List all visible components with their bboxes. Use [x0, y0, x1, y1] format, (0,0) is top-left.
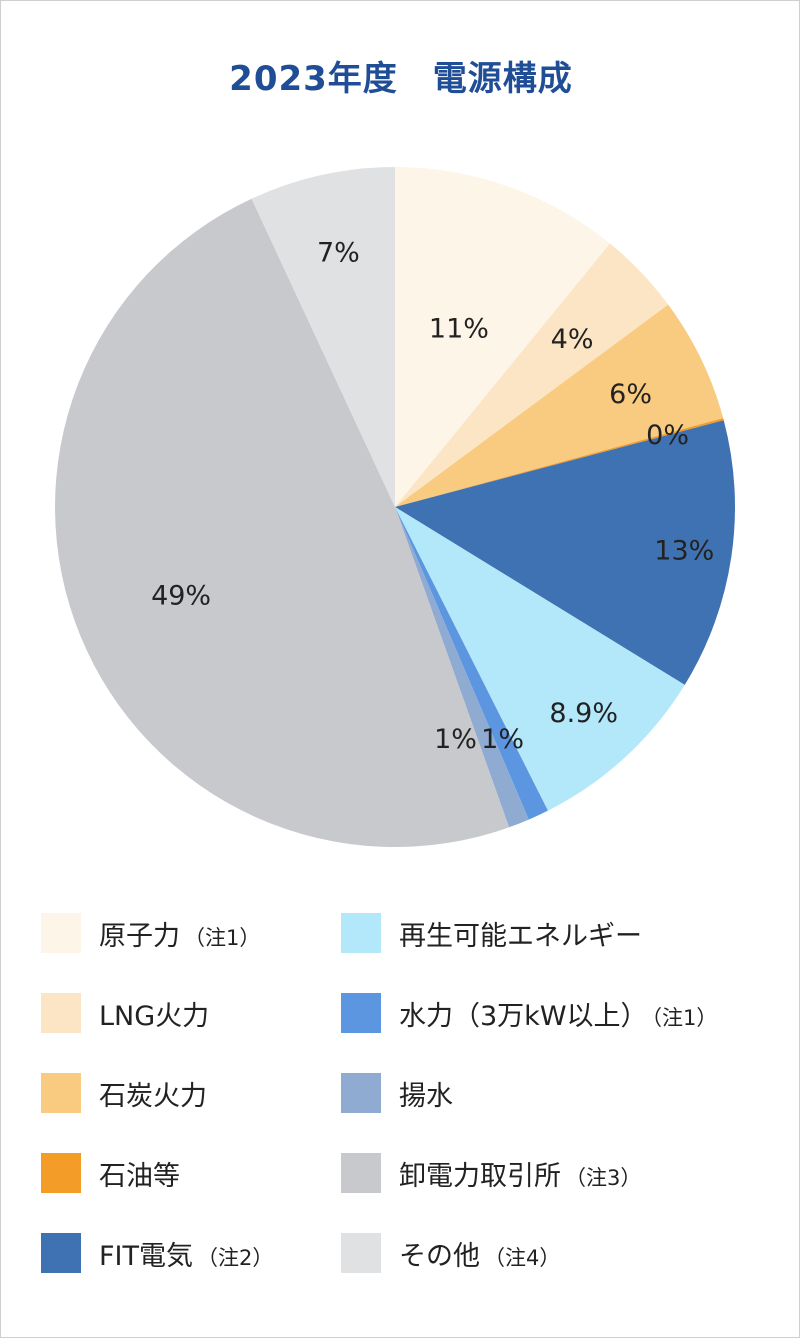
legend-note: （注2）: [197, 1245, 274, 1270]
slice-label-9: 7%: [317, 237, 360, 268]
pie-slice-5: [395, 507, 685, 811]
legend-label: 石油等: [99, 1160, 180, 1192]
legend-label: 揚水: [399, 1080, 453, 1112]
legend-swatch: [341, 913, 381, 953]
slice-label-3: 0%: [646, 420, 689, 451]
slice-label-1: 4%: [551, 324, 594, 355]
legend-swatch: [41, 1153, 81, 1193]
legend-item-3: 石油等: [41, 1153, 180, 1193]
legend-item-8: 卸電力取引所 （注3）: [341, 1153, 641, 1193]
legend-item-4: FIT電気 （注2）: [41, 1233, 273, 1273]
pie-chart: 11% 4% 6% 0% 13% 8.9% 1%1% 49% 7%: [55, 167, 735, 847]
chart-title: 2023年度 電源構成: [229, 59, 573, 99]
legend-item-9: その他 （注4）: [341, 1233, 560, 1273]
slice-label-8: 49%: [151, 581, 211, 612]
legend-swatch: [341, 1233, 381, 1273]
legend-label: FIT電気 （注2）: [99, 1240, 274, 1272]
legend-label: 再生可能エネルギー: [399, 920, 642, 952]
pie-slice-9: [251, 167, 395, 507]
pie-slice-7: [395, 507, 529, 828]
legend-label: その他 （注4）: [399, 1240, 561, 1272]
legend-swatch: [41, 1073, 81, 1113]
pie-slice-3: [395, 418, 724, 507]
legend-swatch: [341, 1073, 381, 1113]
legend-swatch: [341, 1153, 381, 1193]
legend-label: LNG火力: [99, 1000, 210, 1032]
pie-slice-8: [55, 198, 510, 847]
slice-label-4: 13%: [654, 536, 714, 567]
legend-note: （注4）: [484, 1245, 561, 1270]
slice-label-6: 1%: [481, 724, 524, 755]
legend-item-7: 揚水: [341, 1073, 453, 1113]
slice-label-2: 6%: [609, 379, 652, 410]
pie-slice-6: [395, 507, 548, 820]
legend-swatch: [41, 1233, 81, 1273]
legend-swatch: [41, 993, 81, 1033]
legend-note: （注1）: [651, 1005, 718, 1030]
legend-label: 卸電力取引所 （注3）: [399, 1160, 642, 1192]
pie-slice-0: [395, 167, 610, 507]
legend-item-6: 水力（3万kW以上） （注1）: [341, 993, 717, 1033]
legend-item-2: 石炭火力: [41, 1073, 207, 1113]
legend-note: （注3）: [565, 1165, 642, 1190]
legend-note: （注1）: [184, 925, 261, 950]
slice-label-7: 1%: [434, 724, 477, 755]
legend-label: 水力（3万kW以上） （注1）: [399, 1000, 718, 1032]
pie-slice-2: [395, 304, 724, 507]
slice-label-0: 11%: [429, 314, 489, 345]
pie-slice-1: [395, 243, 669, 508]
legend-swatch: [41, 913, 81, 953]
legend-label: 石炭火力: [99, 1080, 207, 1112]
legend-item-1: LNG火力: [41, 993, 209, 1033]
legend-item-0: 原子力 （注1）: [41, 913, 260, 953]
legend-label: 原子力 （注1）: [99, 920, 261, 952]
pie-slice-4: [395, 420, 735, 685]
legend-swatch: [341, 993, 381, 1033]
legend-item-5: 再生可能エネルギー: [341, 913, 642, 953]
slice-label-5: 8.9%: [549, 698, 618, 729]
